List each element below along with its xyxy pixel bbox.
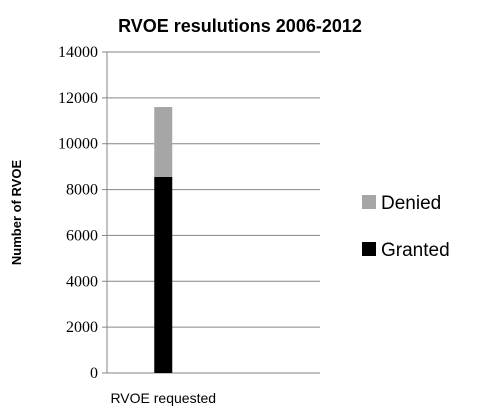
y-tick-label: 10000 xyxy=(58,136,98,153)
y-axis-label: Number of RVOE xyxy=(9,160,24,266)
bar-granted xyxy=(154,176,173,373)
x-axis-categories: RVOE requested xyxy=(110,390,216,406)
legend-swatch-granted xyxy=(362,242,376,256)
grid-lines xyxy=(107,51,320,328)
legend-label-denied: Denied xyxy=(381,193,441,214)
y-tick-label: 12000 xyxy=(58,90,98,107)
x-category-label: RVOE requested xyxy=(110,390,216,406)
legend-label-granted: Granted xyxy=(381,240,450,261)
bar-denied xyxy=(154,107,173,177)
y-tick-label: 4000 xyxy=(66,273,98,290)
legend: Denied Granted xyxy=(362,193,450,261)
legend-swatch-denied xyxy=(362,195,376,209)
bars xyxy=(154,107,173,373)
y-tick-label: 14000 xyxy=(58,44,98,61)
y-tick-label: 6000 xyxy=(66,227,98,244)
y-axis-ticks: 0 2000 4000 6000 8000 10000 12000 14000 xyxy=(58,44,107,382)
chart-title: RVOE resulutions 2006-2012 xyxy=(118,16,362,36)
y-tick-label: 2000 xyxy=(66,319,98,336)
y-tick-label: 8000 xyxy=(66,182,98,199)
y-tick-label: 0 xyxy=(90,365,98,382)
